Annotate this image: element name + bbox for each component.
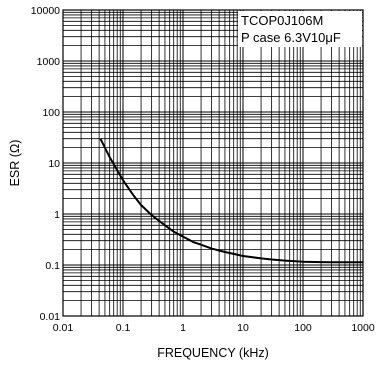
y-tick-label: 1000: [37, 56, 61, 68]
y-axis-ticks: 0.01 0.1 1 10 100 1000 10000: [31, 5, 60, 323]
y-tick-label: 0.01: [40, 311, 61, 323]
y-tick-label: 0.1: [45, 260, 60, 272]
y-tick-label: 100: [42, 107, 60, 119]
y-tick-label: 1: [54, 209, 60, 221]
x-tick-label: 1: [180, 322, 186, 334]
y-axis-label: ESR (Ω): [8, 140, 22, 187]
x-axis-ticks: 0.01 0.1 1 10 100 1000: [53, 322, 375, 334]
y-tick-label: 10000: [31, 5, 60, 17]
x-axis-label: FREQUENCY (kHz): [157, 346, 269, 360]
annotation-part-number: TCOP0J106M: [241, 13, 323, 28]
x-tick-label: 10: [237, 322, 249, 334]
annotation-case-rating: P case 6.3V10μF: [241, 30, 341, 45]
x-tick-label: 0.1: [116, 322, 131, 334]
x-tick-label: 1000: [351, 322, 375, 334]
grid: [63, 10, 363, 316]
esr-curve: [100, 139, 363, 263]
x-tick-label: 100: [294, 322, 312, 334]
x-tick-label: 0.01: [53, 322, 74, 334]
y-tick-label: 10: [48, 158, 60, 170]
